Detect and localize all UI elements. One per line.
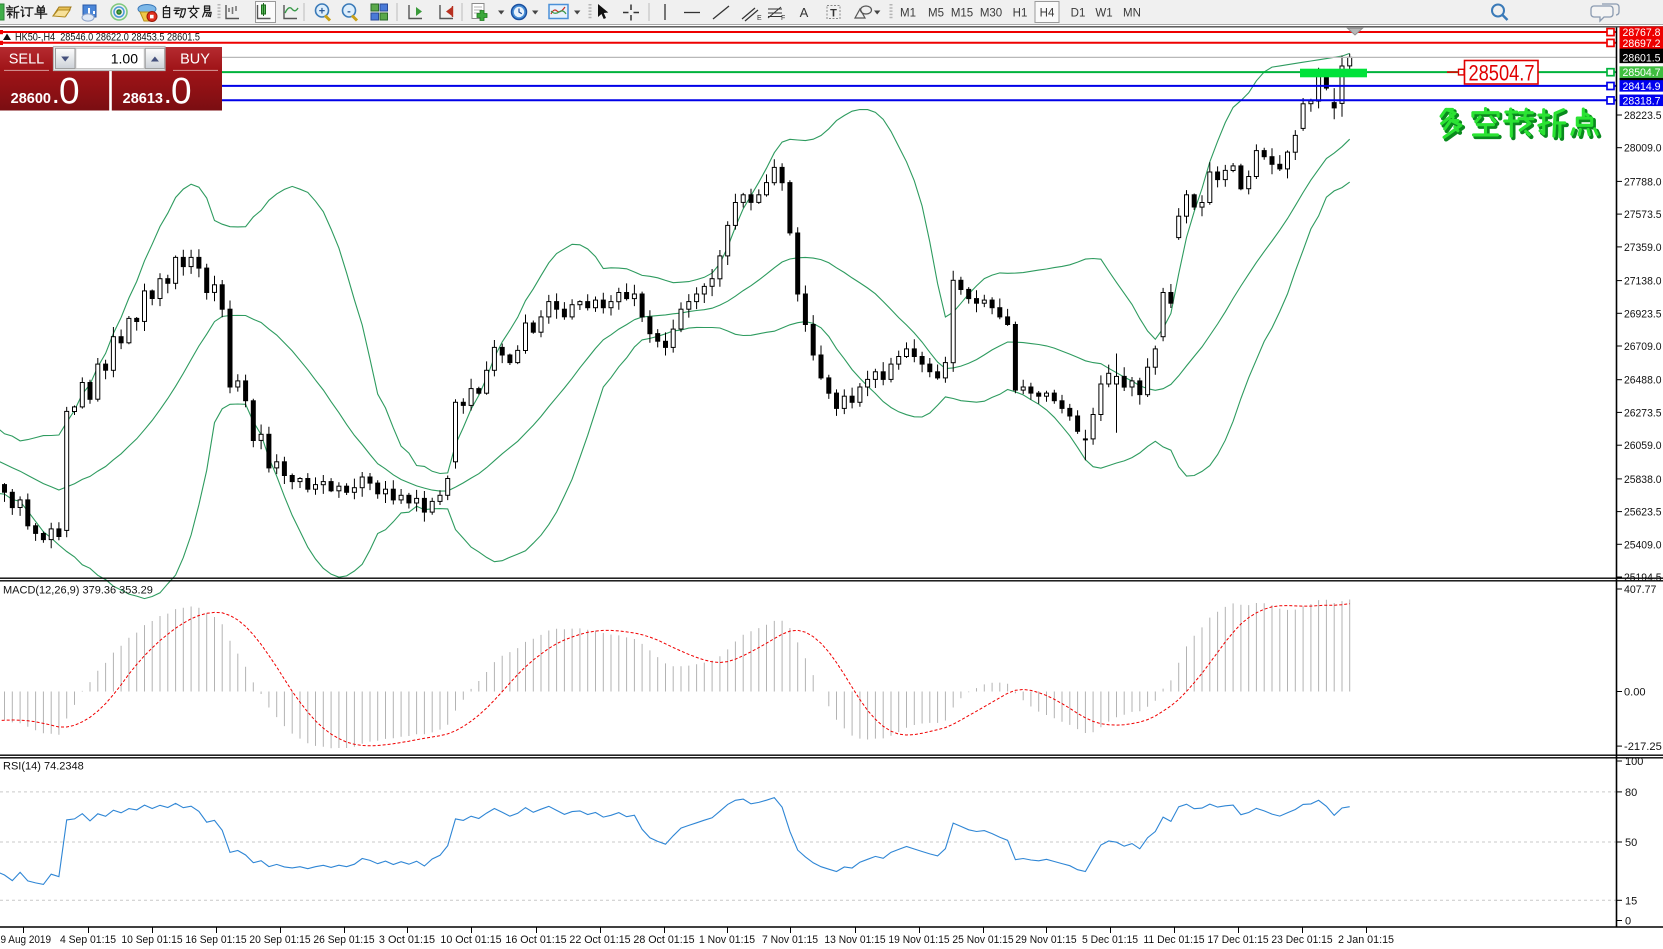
svg-text:28697.2: 28697.2: [1623, 38, 1661, 50]
svg-text:25194.5: 25194.5: [1624, 572, 1662, 584]
svg-text:-217.25: -217.25: [1624, 741, 1662, 753]
svg-text:M15: M15: [951, 8, 973, 20]
svg-text:29 Aug 2019: 29 Aug 2019: [0, 934, 51, 946]
svg-text:11 Dec 01:15: 11 Dec 01:15: [1143, 934, 1204, 946]
svg-text:28318.7: 28318.7: [1623, 95, 1661, 107]
svg-text:10 Sep 01:15: 10 Sep 01:15: [121, 934, 182, 946]
svg-text:19 Nov 01:15: 19 Nov 01:15: [888, 934, 949, 946]
svg-text:29 Nov 01:15: 29 Nov 01:15: [1015, 934, 1076, 946]
svg-text:28600: 28600: [11, 91, 51, 107]
svg-text:1.00: 1.00: [111, 51, 138, 67]
svg-text:17 Dec 01:15: 17 Dec 01:15: [1207, 934, 1268, 946]
svg-text:H1: H1: [1013, 8, 1028, 20]
svg-text:10 Oct 01:15: 10 Oct 01:15: [440, 934, 501, 946]
svg-text:80: 80: [1625, 787, 1637, 799]
svg-text:SELL: SELL: [9, 52, 44, 68]
svg-text:27359.0: 27359.0: [1624, 242, 1662, 254]
svg-text:20 Sep 01:15: 20 Sep 01:15: [249, 934, 310, 946]
svg-text:M1: M1: [900, 8, 916, 20]
svg-text:5 Dec 01:15: 5 Dec 01:15: [1082, 934, 1138, 946]
svg-text:13 Nov 01:15: 13 Nov 01:15: [824, 934, 885, 946]
svg-text:M5: M5: [928, 8, 944, 20]
svg-text:2 Jan 01:15: 2 Jan 01:15: [1338, 934, 1394, 946]
svg-text:0: 0: [1625, 916, 1631, 928]
svg-text:T: T: [830, 8, 837, 20]
svg-text:0: 0: [171, 71, 192, 112]
svg-text:F: F: [781, 15, 785, 22]
svg-text:1 Nov 01:15: 1 Nov 01:15: [699, 934, 755, 946]
svg-text:BUY: BUY: [180, 52, 210, 68]
svg-text:-: -: [347, 6, 351, 18]
svg-text:M30: M30: [980, 8, 1002, 20]
svg-text:26059.0: 26059.0: [1624, 440, 1662, 452]
svg-text:23 Dec 01:15: 23 Dec 01:15: [1271, 934, 1332, 946]
svg-text:3 Oct 01:15: 3 Oct 01:15: [379, 934, 435, 946]
svg-text:28601.5: 28601.5: [1623, 52, 1661, 64]
svg-text:MACD(12,26,9) 379.36 353.29: MACD(12,26,9) 379.36 353.29: [3, 585, 153, 597]
svg-text:26 Sep 01:15: 26 Sep 01:15: [313, 934, 374, 946]
svg-text:0: 0: [59, 71, 80, 112]
svg-text:26273.5: 26273.5: [1624, 407, 1662, 419]
svg-text:+: +: [319, 6, 325, 18]
svg-text:22 Oct 01:15: 22 Oct 01:15: [569, 934, 630, 946]
svg-text:25623.5: 25623.5: [1624, 507, 1662, 519]
svg-text:W1: W1: [1095, 8, 1112, 20]
svg-text:E: E: [757, 15, 762, 22]
svg-text:27573.5: 27573.5: [1624, 209, 1662, 221]
svg-text:26923.5: 26923.5: [1624, 308, 1662, 320]
svg-text:MN: MN: [1123, 8, 1141, 20]
svg-text:28504.7: 28504.7: [1623, 67, 1661, 79]
svg-text:100: 100: [1625, 756, 1643, 768]
svg-text:7 Nov 01:15: 7 Nov 01:15: [762, 934, 818, 946]
svg-text:25409.0: 25409.0: [1624, 539, 1662, 551]
svg-text:H4: H4: [1040, 8, 1055, 20]
svg-text:26488.0: 26488.0: [1624, 375, 1662, 387]
svg-text:.: .: [53, 86, 59, 108]
svg-text:28767.8: 28767.8: [1623, 27, 1661, 39]
svg-text:25838.0: 25838.0: [1624, 474, 1662, 486]
svg-text:28 Oct 01:15: 28 Oct 01:15: [633, 934, 694, 946]
svg-text:25 Nov 01:15: 25 Nov 01:15: [952, 934, 1013, 946]
svg-text:50: 50: [1625, 837, 1637, 849]
svg-text:407.77: 407.77: [1624, 584, 1656, 596]
svg-text:26709.0: 26709.0: [1624, 341, 1662, 353]
svg-text:16 Sep 01:15: 16 Sep 01:15: [185, 934, 246, 946]
svg-text:28009.0: 28009.0: [1624, 143, 1662, 155]
svg-text:A: A: [800, 5, 809, 20]
svg-text:HK50-,H4 28546.0 28622.0 2845: HK50-,H4 28546.0 28622.0 28453.5 28601.5: [15, 32, 200, 44]
svg-text:15: 15: [1625, 895, 1637, 907]
svg-text:RSI(14) 74.2348: RSI(14) 74.2348: [3, 761, 84, 773]
svg-text:.: .: [165, 86, 171, 108]
svg-text:D1: D1: [1071, 8, 1086, 20]
svg-text:0.00: 0.00: [1624, 687, 1646, 699]
svg-text:28504.7: 28504.7: [1469, 61, 1535, 86]
svg-text:28223.5: 28223.5: [1624, 110, 1662, 122]
svg-text:28613: 28613: [123, 91, 163, 107]
svg-text:27138.0: 27138.0: [1624, 276, 1662, 288]
svg-text:28414.9: 28414.9: [1623, 81, 1661, 93]
svg-text:27788.0: 27788.0: [1624, 176, 1662, 188]
svg-text:16 Oct 01:15: 16 Oct 01:15: [505, 934, 566, 946]
svg-text:4 Sep 01:15: 4 Sep 01:15: [60, 934, 116, 946]
